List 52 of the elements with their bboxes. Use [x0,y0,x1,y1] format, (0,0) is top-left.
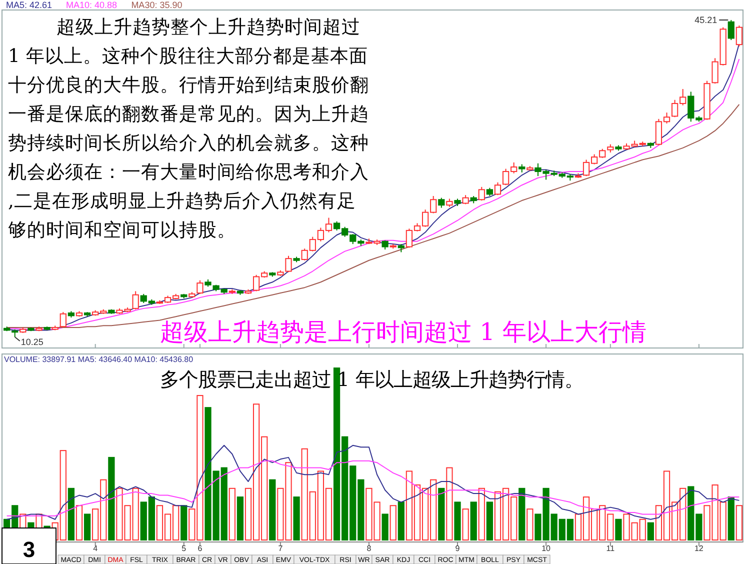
candlestick [494,182,502,196]
bar [526,508,534,540]
candlestick [196,280,204,294]
x-tick-label: 6 [198,544,203,553]
x-tick-label: 10 [542,544,552,553]
bar [228,488,236,540]
annotation: 超级上升趋势是上行时间超过 1 年以上大行情 [160,318,647,346]
x-tick-label: 4 [93,544,98,553]
bar [647,522,654,540]
bar [108,456,115,540]
candlestick [382,240,388,250]
bar [486,502,494,540]
x-tick-label: 8 [366,544,372,553]
bar [398,502,404,540]
bar [728,496,734,540]
text: MA5: 42.61 [6,0,52,10]
text: MA30: 35.90 [131,0,182,10]
candlestick [438,197,445,208]
annotation: 10.25 [20,337,44,347]
annotation: 3 [22,537,36,562]
text: MA10: 40.88 [66,0,118,10]
x-tick-label: 12 [694,544,704,553]
bar [390,505,396,540]
candlestick [736,25,742,47]
bar [462,508,469,540]
bar [478,488,485,540]
bar [736,505,742,540]
annotation: 45.21 [694,15,718,25]
bar [382,514,388,540]
bar [84,514,91,540]
x-tick-label: 7 [278,544,284,553]
candlestick [478,186,485,202]
candlestick [132,290,139,310]
bar [518,488,526,540]
bar [438,488,445,540]
bar [615,518,622,540]
bar [293,496,300,540]
annotation: 超级上升趋势整个上升趋势时间超过1 年以上。这种个股往往大部分都是基本面十分优良的大牛股。行情开始到结束股价翻一番是保底的翻数番是常见的。因为上升趋势持续时间长所以给介入的机会就多。这种机会必须在：一有大量时间给你思考和介入,二是在形成明显上升趋势后介入仍然有足够的时间和空间可以持股。 [8,17,369,241]
bar [76,505,83,540]
bar [470,502,477,540]
x-tick-label: 9 [455,544,460,553]
x-tick-label: 11 [606,544,616,553]
candlestick [60,312,66,328]
x-tick-label: 5 [182,544,187,553]
bar [236,496,244,540]
bar [446,467,453,540]
candlestick [728,20,734,41]
bar [454,502,461,540]
bar [68,488,75,540]
bar [269,479,276,540]
text: VOLUME: 33897.91 MA5: 43646.40 MA10: 45436.80 [4,355,194,364]
bar [180,505,188,540]
